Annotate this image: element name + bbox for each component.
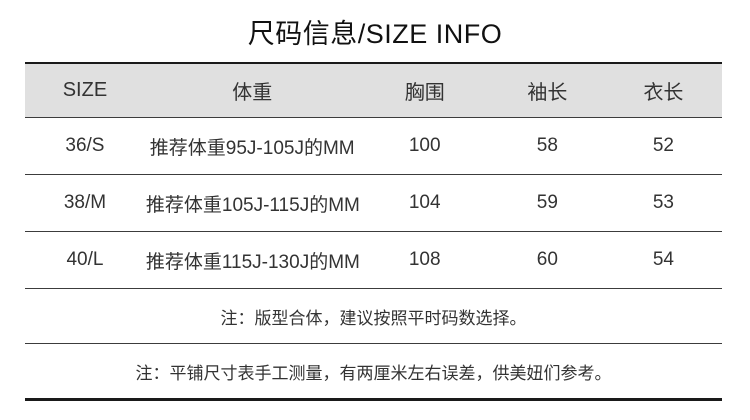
size-cell: 38/M	[25, 174, 145, 232]
weight-cell: 推荐体重105J-115J的MM	[144, 174, 360, 232]
note-text-measure: 注：平铺尺寸表手工测量，有两厘米左右误差，供美妞们参考。	[135, 363, 612, 383]
header-size: SIZE	[25, 63, 145, 118]
note-row: 注：平铺尺寸表手工测量，有两厘米左右误差，供美妞们参考。	[25, 344, 722, 400]
size-cell: 40/L	[25, 231, 145, 289]
table-row: 40/L 推荐体重115J-130J的MM 108 60 54	[25, 231, 722, 289]
header-garment-length: 衣长	[604, 63, 722, 118]
length-cell: 53	[604, 174, 722, 232]
weight-cell: 推荐体重95J-105J的MM	[144, 117, 360, 175]
header-sleeve-length: 袖长	[489, 63, 605, 118]
length-cell: 54	[604, 231, 722, 289]
sleeve-cell: 59	[489, 174, 605, 232]
table-row: 36/S 推荐体重95J-105J的MM 100 58 52	[25, 117, 722, 175]
size-info-table: SIZE 体重 胸围 袖长 衣长 36/S 推荐体重95J-105J的MM 10…	[25, 62, 722, 401]
bust-cell: 100	[359, 117, 490, 175]
header-row: SIZE 体重 胸围 袖长 衣长	[25, 63, 722, 118]
bust-cell: 104	[359, 174, 490, 232]
bust-cell: 108	[359, 231, 490, 289]
sleeve-cell: 58	[489, 117, 605, 175]
header-weight: 体重	[144, 63, 360, 118]
header-bust: 胸围	[359, 63, 490, 118]
weight-cell: 推荐体重115J-130J的MM	[144, 231, 360, 289]
table-row: 38/M 推荐体重105J-115J的MM 104 59 53	[25, 174, 722, 232]
note-row: 注：版型合体，建议按照平时码数选择。	[25, 288, 722, 344]
note-text-fit: 注：版型合体，建议按照平时码数选择。	[25, 288, 722, 344]
sleeve-cell: 60	[489, 231, 605, 289]
page-title: 尺码信息/SIZE INFO	[247, 19, 503, 49]
size-cell: 36/S	[25, 117, 145, 175]
length-cell: 52	[604, 117, 722, 175]
